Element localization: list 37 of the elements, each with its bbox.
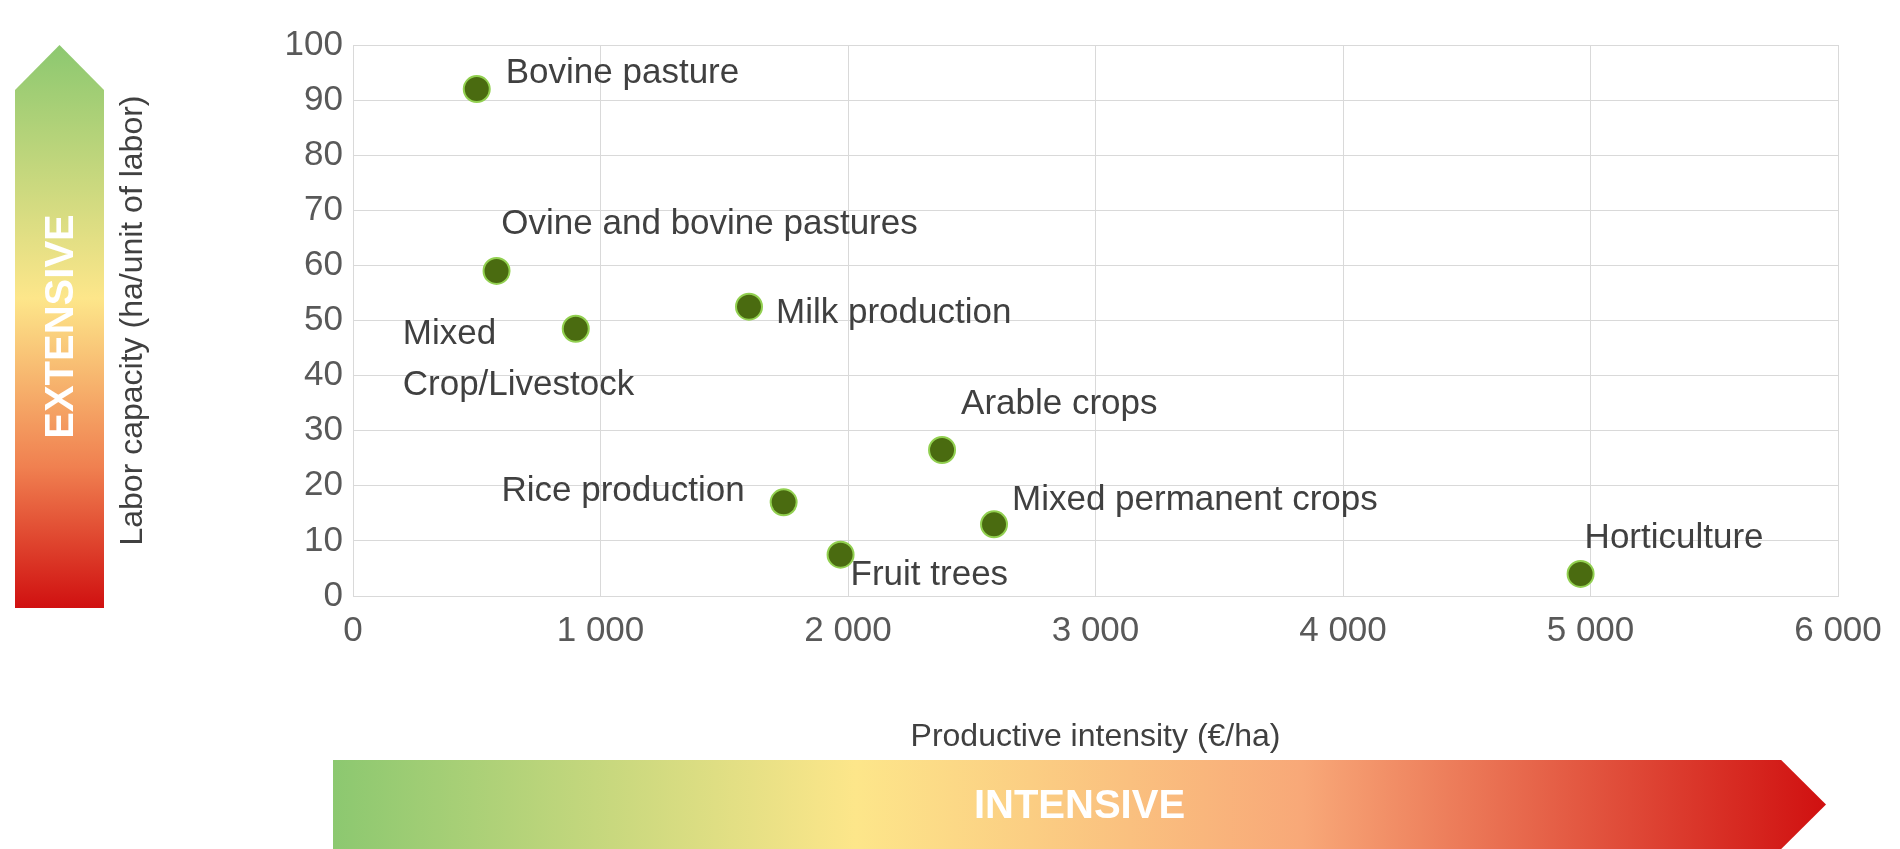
y-tick-label: 60 — [304, 243, 343, 283]
annotation: Ovine and bovine pastures — [501, 201, 918, 241]
y-axis-title: Labor capacity (ha/unit of labor) — [113, 95, 150, 546]
point — [826, 540, 855, 569]
point — [980, 510, 1009, 539]
annotation: Mixed Crop/Livestock — [402, 312, 635, 403]
point — [462, 75, 491, 104]
y-tick-label: 50 — [304, 298, 343, 338]
x-tick-label: 1 000 — [556, 608, 645, 648]
x-tick-label: 3 000 — [1051, 608, 1140, 648]
x-tick-label: 6 000 — [1794, 608, 1882, 648]
x-tick-label: 5 000 — [1546, 608, 1635, 648]
point — [769, 488, 798, 517]
y-tick-label: 10 — [304, 518, 343, 558]
y-tick-label: 0 — [323, 573, 343, 613]
y-tick-label: 90 — [304, 77, 343, 117]
point — [561, 314, 590, 343]
y-tick-label: 100 — [284, 22, 343, 62]
y-tick-label: 40 — [304, 353, 343, 393]
annotation: Rice production — [501, 468, 745, 508]
y-tick-label: 70 — [304, 187, 343, 227]
x-tick-label: 4 000 — [1299, 608, 1387, 648]
annotation: Bovine pasture — [505, 50, 740, 90]
x-axis-title: Productive intensity (€/ha) — [910, 716, 1281, 753]
annotation: Mixed permanent crops — [1012, 478, 1378, 518]
y-tick-label: 80 — [304, 132, 343, 172]
point — [1566, 559, 1595, 588]
annotation: Arable crops — [961, 381, 1158, 421]
annotation: Fruit trees — [850, 553, 1009, 593]
point — [482, 256, 511, 285]
point — [735, 292, 763, 321]
annotation: Milk production — [776, 291, 1012, 331]
y-tick-label: 20 — [304, 463, 343, 503]
annotation: Horticulture — [1584, 515, 1764, 555]
y-tick-label: 30 — [304, 408, 343, 448]
x-tick-label: 2 000 — [804, 608, 892, 648]
point — [928, 435, 957, 464]
